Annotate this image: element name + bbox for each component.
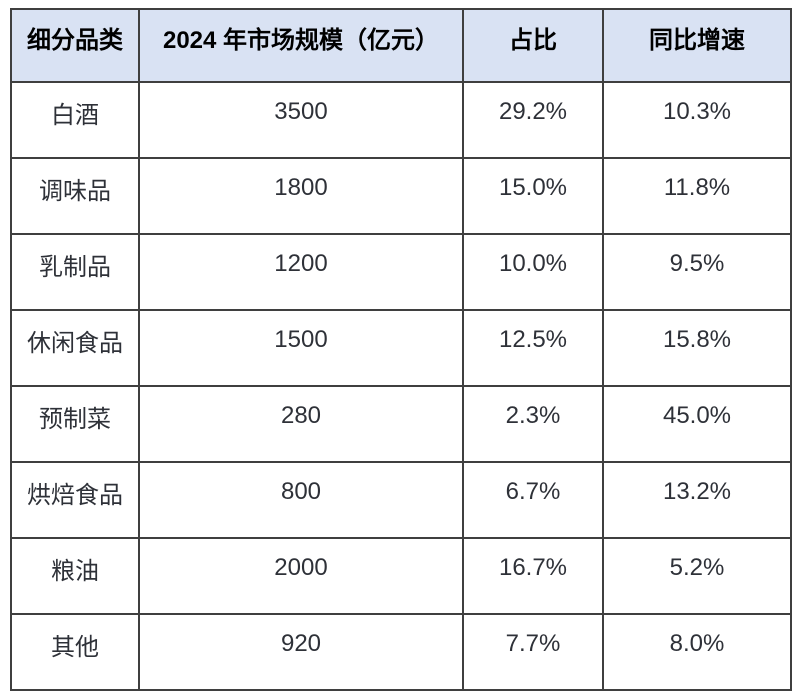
cell-share: 15.0% [462,157,604,235]
cell-category: 预制菜 [10,385,140,463]
cell-yoy-growth: 15.8% [602,309,792,387]
table-row: 预制菜 280 2.3% 45.0% [10,385,792,463]
cell-market-size: 3500 [138,81,464,159]
cell-category: 烘焙食品 [10,461,140,539]
table-row: 休闲食品 1500 12.5% 15.8% [10,309,792,387]
cell-yoy-growth: 10.3% [602,81,792,159]
cell-share: 12.5% [462,309,604,387]
table-row: 其他 920 7.7% 8.0% [10,613,792,691]
header-cell-category: 细分品类 [10,8,140,83]
cell-market-size: 920 [138,613,464,691]
cell-market-size: 2000 [138,537,464,615]
cell-yoy-growth: 11.8% [602,157,792,235]
cell-category: 休闲食品 [10,309,140,387]
market-segment-table: 细分品类 2024 年市场规模（亿元） 占比 同比增速 白酒 3500 29.2… [10,8,792,691]
cell-category: 粮油 [10,537,140,615]
cell-yoy-growth: 8.0% [602,613,792,691]
cell-yoy-growth: 5.2% [602,537,792,615]
table-row: 烘焙食品 800 6.7% 13.2% [10,461,792,539]
table-row: 白酒 3500 29.2% 10.3% [10,81,792,159]
cell-share: 2.3% [462,385,604,463]
cell-category: 调味品 [10,157,140,235]
cell-market-size: 1800 [138,157,464,235]
cell-share: 16.7% [462,537,604,615]
cell-share: 6.7% [462,461,604,539]
cell-market-size: 800 [138,461,464,539]
table-header-row: 细分品类 2024 年市场规模（亿元） 占比 同比增速 [10,8,792,83]
cell-category: 乳制品 [10,233,140,311]
cell-share: 7.7% [462,613,604,691]
header-cell-market-size: 2024 年市场规模（亿元） [138,8,464,83]
cell-market-size: 1200 [138,233,464,311]
cell-share: 10.0% [462,233,604,311]
cell-market-size: 1500 [138,309,464,387]
header-cell-yoy-growth: 同比增速 [602,8,792,83]
table-row: 乳制品 1200 10.0% 9.5% [10,233,792,311]
table-row: 粮油 2000 16.7% 5.2% [10,537,792,615]
cell-share: 29.2% [462,81,604,159]
cell-market-size: 280 [138,385,464,463]
market-segment-table-container: 细分品类 2024 年市场规模（亿元） 占比 同比增速 白酒 3500 29.2… [10,8,792,691]
table-row: 调味品 1800 15.0% 11.8% [10,157,792,235]
cell-category: 白酒 [10,81,140,159]
cell-category: 其他 [10,613,140,691]
cell-yoy-growth: 9.5% [602,233,792,311]
cell-yoy-growth: 45.0% [602,385,792,463]
cell-yoy-growth: 13.2% [602,461,792,539]
header-cell-share: 占比 [462,8,604,83]
